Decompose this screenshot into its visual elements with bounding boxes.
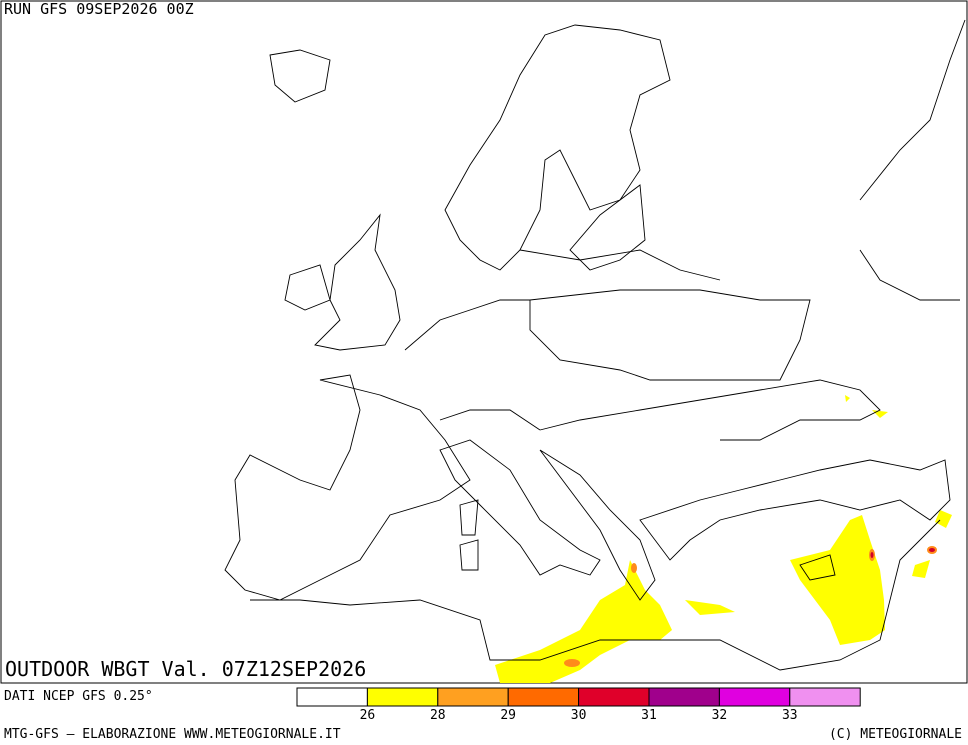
colorbar-tick-label: 26 [360, 708, 376, 723]
colorbar-tick-label: 29 [500, 708, 516, 723]
colorbar-tick-label: 32 [712, 708, 728, 723]
colorbar-tick-label: 28 [430, 708, 446, 723]
colorbar-tick-label: 33 [782, 708, 798, 723]
wbgt-warm-spots [564, 546, 937, 667]
colorbar-segment [437, 687, 509, 707]
colorbar-segment [718, 687, 791, 707]
colorbar: 26 28 29 30 31 32 33 [296, 687, 861, 723]
colorbar-segment [366, 687, 439, 707]
wbgt-hot-spots [870, 548, 935, 558]
coastlines [224, 19, 966, 671]
run-label: RUN GFS 09SEP2026 00Z [4, 0, 194, 18]
colorbar-segment [648, 687, 720, 707]
wbgt-field [495, 395, 952, 683]
colorbar-segment [578, 687, 650, 707]
colorbar-segment [507, 687, 580, 707]
map: RUN GFS 09SEP2026 00Z OUTDOOR WBGT Val. … [0, 0, 968, 684]
map-title: OUTDOOR WBGT Val. 07Z12SEP2026 [5, 657, 366, 681]
footer-left: MTG-GFS — ELABORAZIONE WWW.METEOGIORNALE… [4, 727, 341, 742]
footer-right: (C) METEOGIORNALE [829, 727, 962, 742]
colorbar-tick-label: 30 [571, 708, 587, 723]
colorbar-tick-label: 31 [641, 708, 657, 723]
colorbar-segment [296, 687, 368, 707]
source-label: DATI NCEP GFS 0.25° [4, 689, 153, 704]
colorbar-segment [789, 687, 861, 707]
